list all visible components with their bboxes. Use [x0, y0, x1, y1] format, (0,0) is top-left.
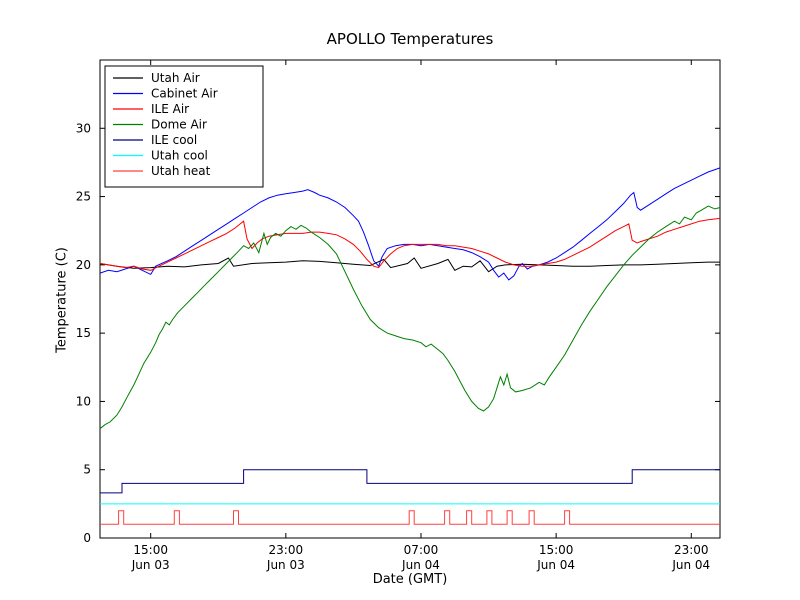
series-line-utah-heat [100, 510, 720, 525]
chart-title: APOLLO Temperatures [326, 30, 494, 48]
legend-label-utah-cool: Utah cool [151, 149, 208, 163]
y-tick-label: 25 [76, 190, 91, 204]
x-tick-time-label: 15:00 [133, 543, 168, 557]
legend-label-ile-cool: ILE cool [151, 133, 197, 147]
legend-box [104, 65, 264, 188]
legend-label-utah-heat: Utah heat [151, 164, 211, 178]
y-tick-label: 30 [76, 121, 91, 135]
y-tick-label: 15 [76, 326, 91, 340]
x-tick-date-label: Jun 04 [401, 558, 440, 572]
y-tick-label: 10 [76, 394, 91, 408]
x-tick-date-label: Jun 04 [536, 558, 575, 572]
x-tick-time-label: 15:00 [539, 543, 574, 557]
legend-label-cabinet-air: Cabinet Air [151, 87, 218, 101]
series-line-ile-cool [100, 469, 720, 494]
y-tick-label: 5 [83, 463, 91, 477]
legend-label-ile-air: ILE Air [151, 102, 189, 116]
series-line-cabinet-air [99, 167, 721, 281]
series-line-ile-air [99, 217, 721, 271]
x-tick-date-label: Jun 03 [131, 558, 170, 572]
x-tick-time-label: 07:00 [404, 543, 439, 557]
axes-frame [99, 59, 721, 539]
x-tick-time-label: 23:00 [269, 543, 304, 557]
x-tick-date-label: Jun 04 [671, 558, 710, 572]
legend-label-dome-air: Dome Air [151, 118, 207, 132]
y-tick-label: 20 [76, 258, 91, 272]
series-line-dome-air [99, 205, 721, 430]
legend-label-utah-air: Utah Air [151, 71, 200, 85]
y-tick-label: 0 [83, 531, 91, 545]
x-tick-date-label: Jun 03 [266, 558, 305, 572]
x-axis-label: Date (GMT) [372, 572, 448, 587]
x-tick-time-label: 23:00 [674, 543, 709, 557]
series-line-utah-air [99, 257, 720, 273]
